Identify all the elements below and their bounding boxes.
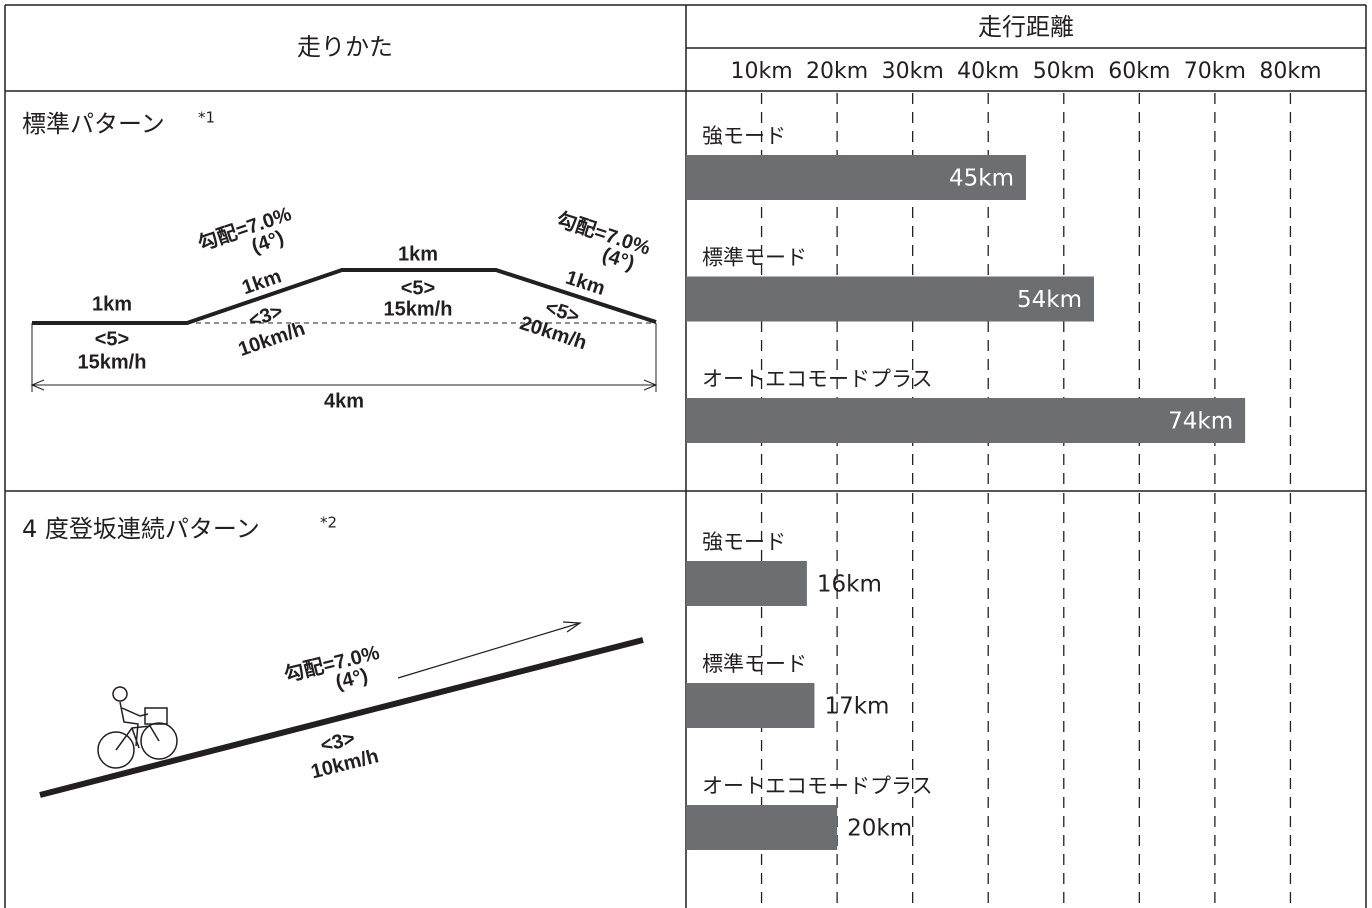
course-header: 走りかた (297, 33, 393, 61)
category-label: オートエコモードプラス (702, 367, 933, 391)
speed-label: 15km/h (78, 351, 147, 373)
x-tick-label: 70km (1184, 59, 1246, 84)
distance-label: 1km (398, 243, 438, 265)
distance-label: 1km (92, 293, 132, 315)
distance-label: 1km (239, 265, 284, 299)
row-title: 4 度登坂連続パターン (22, 515, 260, 543)
value-label: 74km (1168, 409, 1233, 435)
speed-label: 15km/h (384, 298, 453, 320)
x-tick-label: 40km (957, 59, 1019, 84)
x-tick-label: 10km (730, 59, 792, 84)
course-diagram (30, 268, 658, 392)
bar (686, 155, 1026, 200)
level-label: <5> (95, 328, 129, 350)
bar (686, 805, 838, 850)
value-label: 20km (847, 816, 912, 842)
bar (686, 276, 1094, 322)
x-tick-label: 50km (1033, 59, 1095, 84)
bar (686, 561, 807, 606)
bicycle-icon (97, 686, 178, 769)
value-label: 17km (824, 694, 889, 720)
bar (686, 683, 815, 728)
category-label: 標準モード (702, 652, 807, 676)
level-label: <5> (401, 277, 435, 299)
table-lines (4, 4, 1367, 908)
row-title: 標準パターン (22, 110, 165, 138)
category-label: 強モード (702, 530, 786, 554)
distance-header: 走行距離 (978, 13, 1074, 41)
total-label: 4km (324, 390, 364, 412)
value-label: 16km (817, 572, 882, 598)
value-label: 54km (1017, 287, 1082, 313)
x-tick-label: 80km (1259, 59, 1321, 84)
x-tick-label: 30km (882, 59, 944, 84)
bar (686, 398, 1246, 443)
row-note: *2 (320, 514, 337, 532)
category-label: オートエコモードプラス (702, 774, 933, 798)
x-tick-label: 20km (806, 59, 868, 84)
x-tick-label: 60km (1108, 59, 1170, 84)
category-label: 強モード (702, 124, 786, 148)
climb-diagram (39, 621, 644, 798)
row-note: *1 (198, 109, 215, 127)
value-label: 45km (949, 166, 1014, 192)
category-label: 標準モード (702, 246, 807, 270)
